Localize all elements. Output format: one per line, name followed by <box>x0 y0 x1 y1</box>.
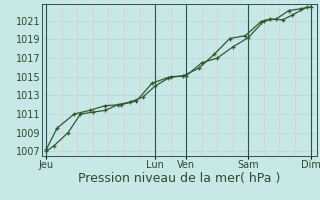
X-axis label: Pression niveau de la mer( hPa ): Pression niveau de la mer( hPa ) <box>78 172 280 185</box>
